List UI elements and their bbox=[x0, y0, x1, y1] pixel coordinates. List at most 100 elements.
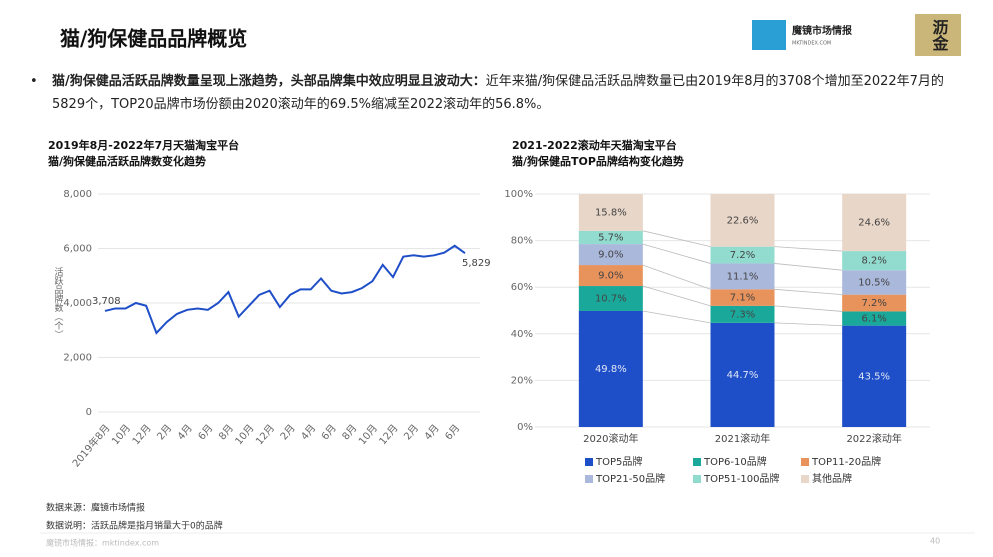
x-tick-label: 10月 bbox=[233, 422, 257, 447]
definition-note: 数据说明：活跃品牌是指月销量大于0的品牌 bbox=[46, 520, 223, 532]
chart-title: 2019年8月-2022年7月天猫淘宝平台 bbox=[48, 138, 239, 152]
x-tick-label: 4月 bbox=[175, 422, 195, 442]
data-label: 7.2% bbox=[861, 298, 886, 309]
bar-segment bbox=[842, 325, 907, 427]
bar-segment bbox=[710, 246, 775, 264]
connector bbox=[642, 310, 711, 324]
bullet: • 猫/狗保健品活跃品牌数量呈现上涨趋势，头部品牌集中效应明显且波动大：近年来猫/… bbox=[30, 70, 957, 116]
bar-segment bbox=[710, 263, 775, 290]
line bbox=[104, 244, 466, 335]
connector bbox=[774, 263, 843, 271]
data-label: 24.6% bbox=[858, 217, 890, 228]
bar-segment bbox=[842, 270, 907, 295]
chart-subtitle: 猫/狗保健品TOP品牌结构变化趋势 bbox=[512, 154, 684, 168]
logo-text: 魔镜市场情报 bbox=[792, 24, 852, 37]
connector bbox=[774, 246, 843, 252]
bar-segment bbox=[578, 244, 643, 266]
legend-swatch bbox=[801, 475, 809, 483]
bar-segment bbox=[578, 310, 643, 427]
connector bbox=[642, 243, 711, 264]
data-label: 5.7% bbox=[598, 232, 623, 243]
data-label: 15.8% bbox=[595, 207, 627, 218]
data-label: 22.6% bbox=[727, 215, 759, 226]
y-tick-label: 20% bbox=[511, 375, 533, 386]
chart-subtitle: 猫/狗保健品活跃品牌数变化趋势 bbox=[48, 154, 206, 168]
x-tick-label: 2月 bbox=[155, 422, 175, 442]
legend-swatch bbox=[693, 475, 701, 483]
x-tick-label: 10月 bbox=[356, 422, 380, 447]
bar-segment bbox=[578, 265, 643, 287]
page-number: 40 bbox=[930, 537, 940, 546]
data-label: 9.0% bbox=[598, 250, 623, 261]
x-tick-label: 2020滚动年 bbox=[583, 432, 638, 445]
x-tick-label: 2021滚动年 bbox=[715, 432, 770, 445]
y-tick-label: 0 bbox=[86, 407, 92, 418]
x-tick-label: 12月 bbox=[253, 422, 277, 447]
bar-segment bbox=[842, 294, 907, 312]
bullet-dot: • bbox=[30, 74, 38, 89]
y-tick-label: 100% bbox=[504, 189, 533, 200]
bar-segment bbox=[578, 286, 643, 311]
data-label: 9.0% bbox=[598, 271, 623, 282]
badge: 沥金 bbox=[930, 19, 950, 51]
legend-label: TOP21-50品牌 bbox=[595, 472, 665, 485]
y-tick-label: 0% bbox=[517, 422, 533, 433]
x-tick-label: 6月 bbox=[443, 422, 463, 442]
connector bbox=[642, 285, 711, 307]
legend-label: TOP6-10品牌 bbox=[703, 455, 767, 468]
bar-segment bbox=[842, 193, 907, 252]
connector bbox=[642, 264, 711, 290]
y-tick-label: 60% bbox=[511, 282, 533, 293]
y-tick-label: 40% bbox=[511, 329, 533, 340]
bullet-lead: 猫/狗保健品活跃品牌数量呈现上涨趋势，头部品牌集中效应明显且波动大： bbox=[52, 74, 486, 89]
legend-swatch bbox=[693, 458, 701, 466]
footer-site: 魔镜市场情报：mktindex.com bbox=[46, 538, 159, 548]
x-tick-label: 10月 bbox=[109, 422, 133, 447]
slide-title: 猫/狗保健品品牌概览 bbox=[60, 27, 247, 51]
x-tick-label: 2022滚动年 bbox=[846, 432, 901, 445]
x-tick-label: 12月 bbox=[377, 422, 401, 447]
data-label: 49.8% bbox=[595, 364, 627, 375]
x-tick-label: 2019年8月 bbox=[69, 422, 112, 470]
bar-segment bbox=[710, 322, 775, 427]
y-tick-label: 6,000 bbox=[63, 244, 92, 255]
x-tick-label: 2月 bbox=[278, 422, 298, 442]
bar-segment bbox=[578, 230, 643, 245]
bar-segment bbox=[710, 194, 775, 247]
legend-swatch bbox=[585, 458, 593, 466]
logo-icon bbox=[752, 20, 786, 50]
x-tick-label: 4月 bbox=[422, 422, 442, 442]
connector bbox=[642, 230, 711, 248]
bullet-text: 近年来猫/狗保健品活跃品牌数量已由2019年8月的3708个增加至2022年7月… bbox=[52, 74, 944, 112]
data-label: 44.7% bbox=[727, 370, 759, 381]
connector bbox=[774, 288, 843, 296]
bar-segment bbox=[710, 305, 775, 323]
data-label: 11.1% bbox=[727, 271, 759, 282]
data-label: 6.1% bbox=[861, 314, 886, 325]
data-label: 7.3% bbox=[730, 309, 755, 320]
data-label: 8.2% bbox=[861, 256, 886, 267]
bar-segment bbox=[842, 251, 907, 271]
x-tick-label: 6月 bbox=[196, 422, 216, 442]
x-tick-label: 4月 bbox=[299, 422, 319, 442]
y-tick-label: 8,000 bbox=[63, 189, 92, 200]
y-axis-label: 活跃品牌数（个） bbox=[53, 266, 64, 339]
legend-swatch bbox=[585, 475, 593, 483]
connector bbox=[774, 322, 843, 327]
connector bbox=[774, 305, 843, 312]
legend-swatch bbox=[801, 458, 809, 466]
legend-label: TOP5品牌 bbox=[595, 455, 642, 468]
logo-sub: MKTINDEX.COM bbox=[792, 41, 831, 47]
legend-label: TOP51-100品牌 bbox=[703, 472, 779, 485]
x-tick-label: 2月 bbox=[401, 422, 421, 442]
legend-label: 其他品牌 bbox=[812, 472, 852, 485]
x-tick-label: 6月 bbox=[319, 422, 339, 442]
chart-title: 2021-2022滚动年天猫淘宝平台 bbox=[512, 138, 677, 152]
y-tick-label: 4,000 bbox=[63, 298, 92, 309]
data-label: 10.5% bbox=[858, 277, 890, 288]
data-label: 7.1% bbox=[730, 293, 755, 304]
x-tick-label: 12月 bbox=[130, 422, 154, 447]
bar-segment bbox=[710, 289, 775, 306]
